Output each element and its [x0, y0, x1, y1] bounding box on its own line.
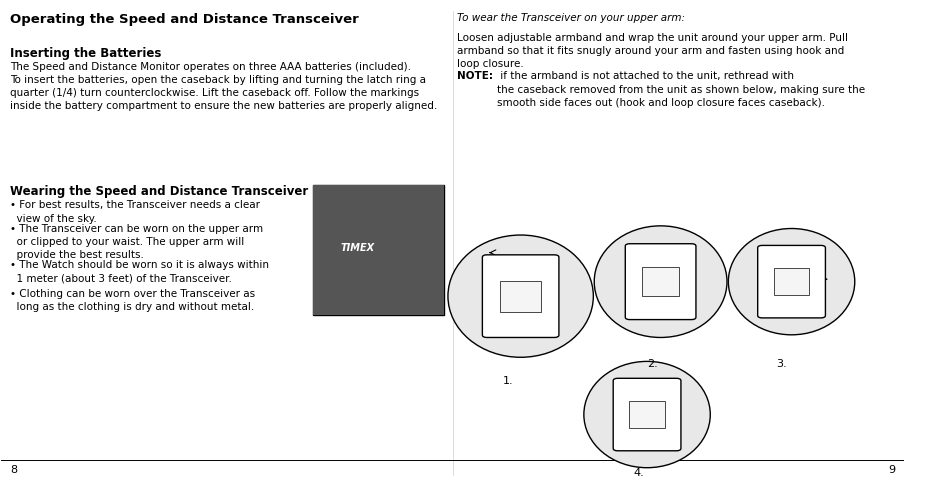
Text: TIMEX: TIMEX: [341, 243, 375, 253]
Text: To wear the Transceiver on your upper arm:: To wear the Transceiver on your upper ar…: [458, 14, 685, 23]
Text: 3.: 3.: [776, 359, 787, 369]
FancyBboxPatch shape: [758, 245, 825, 318]
Text: • For best results, the Transceiver needs a clear
  view of the sky.: • For best results, the Transceiver need…: [10, 201, 261, 224]
Text: Loosen adjustable armband and wrap the unit around your upper arm. Pull
armband : Loosen adjustable armband and wrap the u…: [458, 33, 849, 69]
Ellipse shape: [594, 226, 727, 337]
Bar: [313, 185, 444, 315]
Bar: [630, 401, 665, 428]
Text: if the armband is not attached to the unit, rethread with
the caseback removed f: if the armband is not attached to the un…: [497, 71, 866, 108]
Text: 1.: 1.: [502, 376, 514, 386]
Text: • The Watch should be worn so it is always within
  1 meter (about 3 feet) of th: • The Watch should be worn so it is alwa…: [10, 260, 269, 283]
Ellipse shape: [448, 235, 594, 357]
Text: • The Transceiver can be worn on the upper arm
  or clipped to your waist. The u: • The Transceiver can be worn on the upp…: [10, 224, 263, 260]
Ellipse shape: [729, 228, 854, 335]
Text: Inserting the Batteries: Inserting the Batteries: [10, 47, 161, 60]
Bar: [642, 267, 679, 296]
Ellipse shape: [583, 362, 710, 468]
Text: 2.: 2.: [647, 359, 658, 369]
Bar: [774, 268, 809, 295]
Text: 8: 8: [10, 465, 18, 475]
Bar: [500, 280, 541, 312]
Text: Operating the Speed and Distance Transceiver: Operating the Speed and Distance Transce…: [10, 14, 359, 26]
FancyBboxPatch shape: [482, 255, 559, 337]
Text: 9: 9: [888, 465, 896, 475]
Text: 4.: 4.: [633, 468, 644, 478]
FancyBboxPatch shape: [625, 243, 696, 320]
Text: NOTE:: NOTE:: [458, 71, 494, 82]
Text: The Speed and Distance Monitor operates on three AAA batteries (included).
To in: The Speed and Distance Monitor operates …: [10, 62, 438, 111]
FancyBboxPatch shape: [614, 378, 681, 451]
Text: • Clothing can be worn over the Transceiver as
  long as the clothing is dry and: • Clothing can be worn over the Transcei…: [10, 289, 256, 312]
Bar: [313, 185, 444, 315]
Text: Wearing the Speed and Distance Transceiver: Wearing the Speed and Distance Transceiv…: [10, 185, 309, 198]
